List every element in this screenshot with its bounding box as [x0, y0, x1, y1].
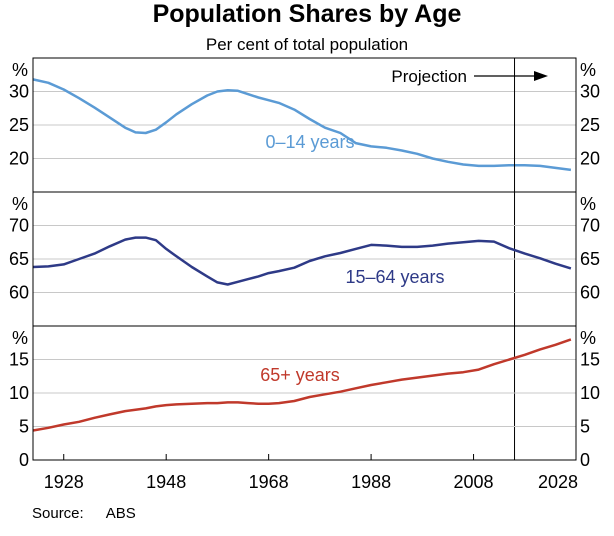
- unit-label-right: %: [580, 60, 596, 80]
- y-tick-right-20: 20: [580, 149, 600, 169]
- projection-arrow-head: [534, 71, 548, 81]
- source-note: Source: ABS: [32, 505, 158, 522]
- y-tick-left-30: 30: [9, 82, 29, 102]
- y-tick-left-20: 20: [9, 149, 29, 169]
- panel-2: 60 60 65 65 70 70% % 15–64 years: [9, 191, 600, 327]
- chart-title: Population Shares by Age: [152, 0, 462, 28]
- y-tick-right-5: 5: [580, 417, 590, 437]
- series-label-panel-3: 65+ years: [260, 365, 340, 385]
- y-tick-right-65: 65: [580, 249, 600, 269]
- x-tick-label-1988: 1988: [351, 472, 391, 492]
- y-tick-left-5: 5: [19, 417, 29, 437]
- y-tick-left-70: 70: [9, 216, 29, 236]
- unit-label-left: %: [12, 60, 28, 80]
- y-tick-left-65: 65: [9, 249, 29, 269]
- series-line-panel-3: [32, 338, 572, 432]
- y-tick-right-60: 60: [580, 283, 600, 303]
- x-tick-label-2008: 2008: [454, 472, 494, 492]
- series-label-panel-1: 0–14 years: [265, 132, 354, 152]
- x-tick-label-1928: 1928: [44, 472, 84, 492]
- unit-label-left: %: [12, 194, 28, 214]
- panel-1: 20 20 25 25 30 30% % 0–14 years Projection: [9, 57, 600, 193]
- y-tick-right-70: 70: [580, 216, 600, 236]
- unit-label-right: %: [580, 194, 596, 214]
- source-label: Source:: [32, 505, 84, 522]
- y-tick-right-15: 15: [580, 350, 600, 370]
- x-tick-label-2028: 2028: [538, 472, 578, 492]
- y-tick-left-10: 10: [9, 383, 29, 403]
- source-value: ABS: [105, 505, 136, 522]
- chart-subtitle: Per cent of total population: [205, 35, 409, 54]
- y-tick-right-0: 0: [580, 450, 590, 470]
- projection-label: Projection: [391, 67, 467, 86]
- y-tick-right-30: 30: [580, 82, 600, 102]
- series-line-panel-1: [32, 78, 572, 172]
- x-tick-label-1968: 1968: [249, 472, 289, 492]
- series-label-panel-2: 15–64 years: [345, 267, 444, 287]
- y-tick-right-10: 10: [580, 383, 600, 403]
- x-tick-label-1948: 1948: [146, 472, 186, 492]
- y-tick-left-0: 0: [19, 450, 29, 470]
- y-tick-left-60: 60: [9, 283, 29, 303]
- unit-label-right: %: [580, 328, 596, 348]
- series-line-panel-2: [32, 236, 572, 286]
- panel-frame-3: [32, 325, 577, 461]
- panel-3: 0 0 5 5 10 10 15 15% % 65+ years 1928 1948 1968 1988 2…: [9, 325, 600, 492]
- unit-label-left: %: [12, 328, 28, 348]
- y-tick-right-25: 25: [580, 115, 600, 135]
- y-tick-left-25: 25: [9, 115, 29, 135]
- y-tick-left-15: 15: [9, 350, 29, 370]
